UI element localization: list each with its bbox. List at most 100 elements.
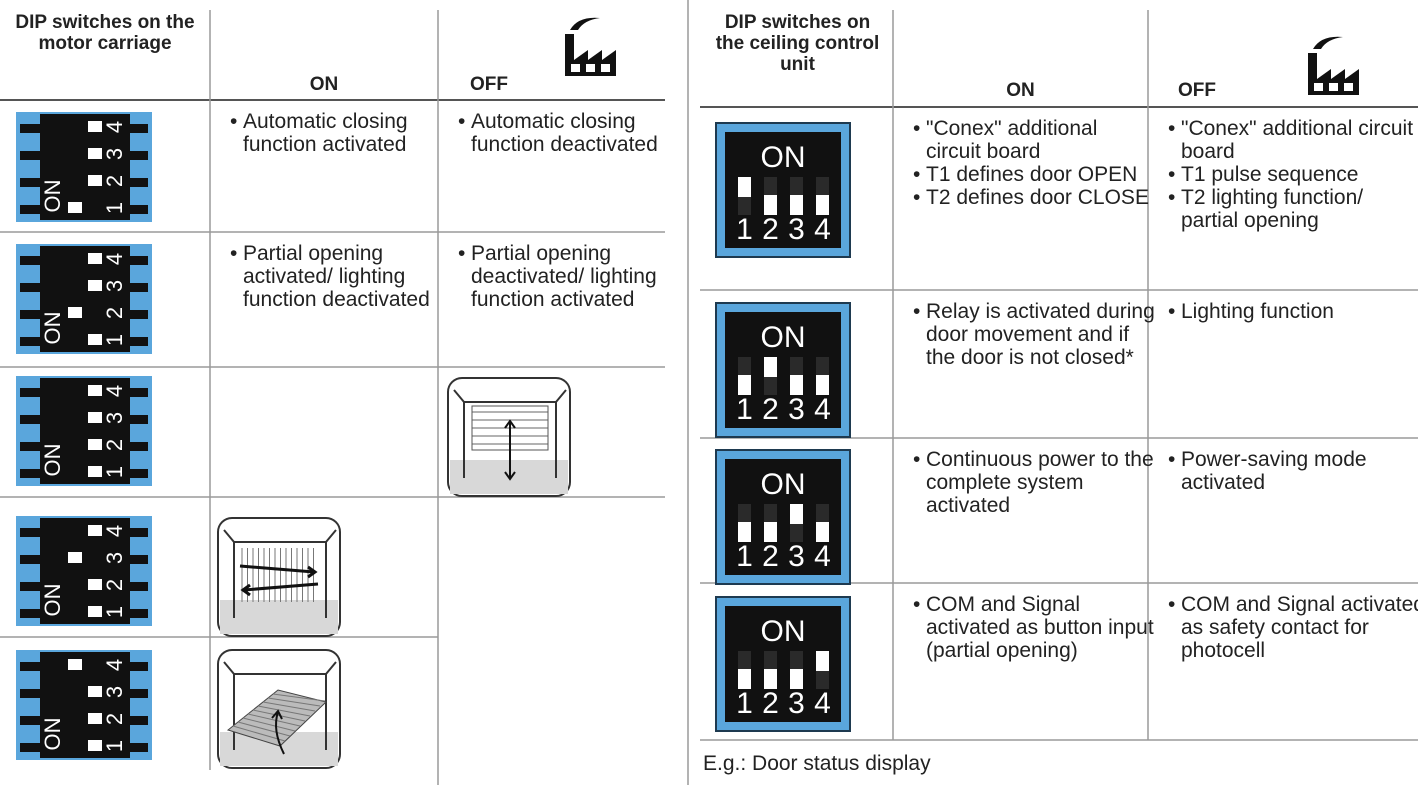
dip-body <box>40 518 130 624</box>
dip-lever <box>738 375 751 395</box>
arrow <box>271 709 285 755</box>
factory-icon <box>1308 36 1359 95</box>
dip-lever <box>88 439 102 450</box>
dip-lever <box>88 280 102 291</box>
dip-number: 4 <box>814 540 831 573</box>
dip-number: 2 <box>762 393 779 426</box>
bullet-item: Partial opening deactivated/ lighting fu… <box>458 242 671 311</box>
dip-number: 1 <box>102 334 127 346</box>
dip-lever <box>68 659 82 670</box>
dip-switch: 1 2 3 4 ON <box>16 650 152 760</box>
dip-number: 1 <box>102 202 127 214</box>
dip-lever <box>88 121 102 132</box>
dip-switch: ON 1 2 3 4 <box>715 449 851 585</box>
dip-lever <box>816 522 829 542</box>
dip-number: 1 <box>736 213 753 246</box>
door-panel <box>272 693 326 702</box>
door-panel <box>267 697 321 707</box>
dip-body <box>40 652 130 758</box>
wall <box>223 529 337 543</box>
factory-icon <box>565 17 616 76</box>
dip-number: 3 <box>102 412 127 424</box>
dip-lever <box>88 148 102 159</box>
column-header: OFF <box>1178 80 1216 101</box>
bullet-list: Lighting function <box>1167 300 1418 323</box>
bullet-item: T1 defines door OPEN <box>913 163 1156 186</box>
dip-lever <box>88 713 102 724</box>
arrow <box>239 564 319 597</box>
dip-number: 2 <box>102 439 127 451</box>
dip-on-label: ON <box>761 141 806 174</box>
opening <box>233 673 327 750</box>
door-panel <box>252 709 306 722</box>
dip-on-label: ON <box>40 180 65 213</box>
dip-number: 2 <box>762 540 779 573</box>
bullet-list: "Conex" additional circuit boardT1 pulse… <box>1167 117 1418 232</box>
dip-lever <box>738 177 751 197</box>
bullet-list: COM and Signal activated as button input… <box>912 593 1156 662</box>
bullet-item: COM and Signal activated as safety conta… <box>1168 593 1418 662</box>
dip-number: 2 <box>762 687 779 720</box>
dip-switch: 1 2 3 4 ON <box>16 244 152 354</box>
dip-number: 3 <box>788 687 805 720</box>
dip-on-label: ON <box>40 444 65 477</box>
arrow <box>504 419 516 481</box>
door-panel <box>247 713 301 727</box>
bullet-list: Automatic closing function deactivated <box>457 110 671 156</box>
bullet-list: Relay is activated during door movement … <box>912 300 1156 369</box>
dip-number: 1 <box>736 393 753 426</box>
footnote: E.g.: Door status display <box>703 752 931 775</box>
column-header: OFF <box>470 74 508 95</box>
bullet-item: T2 defines door CLOSE <box>913 186 1156 209</box>
dip-lever <box>68 202 82 213</box>
dip-lever <box>790 669 803 689</box>
dip-lever <box>816 195 829 215</box>
bullet-list: Partial opening activated/ lighting func… <box>229 242 443 311</box>
dip-number: 4 <box>814 213 831 246</box>
bullet-item: T1 pulse sequence <box>1168 163 1418 186</box>
dip-number: 1 <box>102 466 127 478</box>
dip-number: 3 <box>102 552 127 564</box>
door-panel <box>232 725 286 742</box>
bullet-list: "Conex" additional circuit boardT1 defin… <box>912 117 1156 209</box>
dip-switch: 1 2 3 4 ON <box>16 112 152 222</box>
dip-lever <box>790 195 803 215</box>
bullet-item: Automatic closing function deactivated <box>458 110 671 156</box>
column-header: DIP switches on the motor carriage <box>15 12 195 54</box>
opening <box>233 541 327 618</box>
dip-lever <box>764 357 777 377</box>
door-panel <box>237 721 291 737</box>
dip-lever <box>68 307 82 318</box>
dip-number: 4 <box>102 525 127 537</box>
dip-number: 4 <box>814 687 831 720</box>
bullet-item: Power-saving mode activated <box>1168 448 1418 494</box>
dip-on-label: ON <box>761 615 806 648</box>
dip-on-label: ON <box>40 718 65 751</box>
dip-lever <box>88 412 102 423</box>
dip-number: 3 <box>102 686 127 698</box>
dip-switch: 1 2 3 4 ON <box>16 376 152 486</box>
dip-switch: 1 2 3 4 ON <box>16 516 152 626</box>
door-icon <box>217 649 341 769</box>
dip-number: 4 <box>102 659 127 671</box>
dip-lever <box>764 669 777 689</box>
door-icon <box>217 517 341 637</box>
dip-number: 1 <box>102 606 127 618</box>
dip-number: 2 <box>102 579 127 591</box>
dip-body <box>40 114 130 220</box>
dip-number: 1 <box>102 740 127 752</box>
dip-number: 3 <box>788 393 805 426</box>
dip-number: 4 <box>102 121 127 133</box>
door-panel <box>257 705 311 717</box>
bullet-list: Partial opening deactivated/ lighting fu… <box>457 242 671 311</box>
dip-switch: ON 1 2 3 4 <box>715 122 851 258</box>
dip-lever <box>816 651 829 671</box>
door-panel <box>242 717 296 732</box>
column-header: ON <box>1006 80 1035 101</box>
dip-lever <box>738 669 751 689</box>
dip-on-label: ON <box>761 468 806 501</box>
bullet-item: Partial opening activated/ lighting func… <box>230 242 443 311</box>
dip-lever <box>88 175 102 186</box>
